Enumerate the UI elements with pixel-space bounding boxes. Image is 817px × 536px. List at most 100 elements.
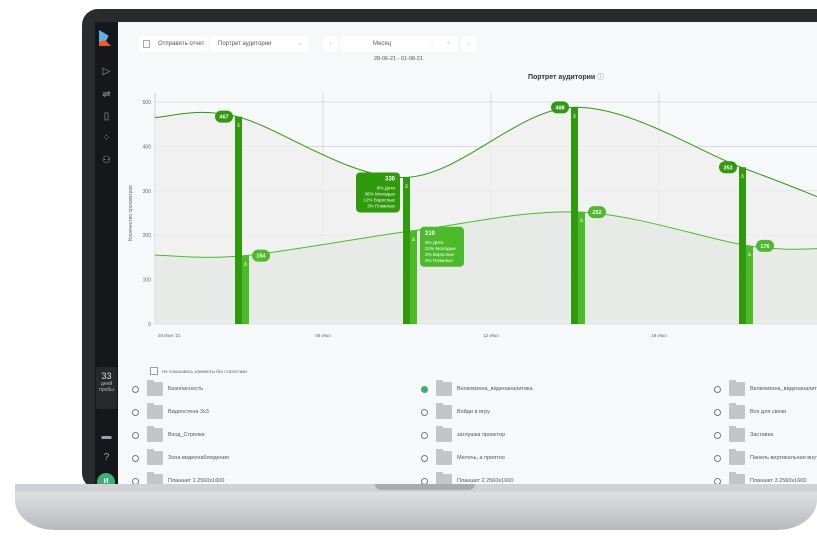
bar	[242, 255, 249, 324]
person-icon: ♙	[243, 262, 247, 268]
value-badge	[588, 206, 606, 219]
document-icon[interactable]: ▯	[103, 111, 110, 122]
folder-icon	[436, 380, 452, 396]
list-item-label: Вход_Стрелки	[168, 432, 205, 438]
list-item-label: Планшет 3 2560х1600	[750, 478, 807, 484]
tooltip-line: 22% Молодые	[425, 246, 456, 251]
minus-icon[interactable]: −	[430, 41, 434, 47]
list-item-label: Велкомзона_видеоаналитика	[457, 386, 533, 392]
value-badge	[215, 110, 233, 123]
value-label: 488	[555, 105, 564, 111]
bar	[578, 212, 585, 324]
tooltip-value: 210	[425, 231, 436, 237]
folder-icon	[147, 449, 163, 465]
bar	[571, 107, 578, 324]
radio-button[interactable]	[714, 385, 721, 393]
tooltip-line: 2% Взрослые	[425, 252, 454, 257]
list-item[interactable]: заглушка проектор	[421, 426, 506, 442]
value-label: 353	[723, 165, 732, 171]
folder-icon	[436, 449, 452, 465]
radio-button[interactable]	[714, 477, 721, 484]
info-icon[interactable]: ⓘ	[597, 74, 605, 81]
loading-icon[interactable]: ⁘	[102, 133, 111, 144]
trial-badge[interactable]: 33 дней пробы	[96, 367, 117, 409]
hide-empty-checkbox[interactable]: Не показывать элементы без статистики	[150, 367, 247, 375]
y-tick-label: 0	[148, 322, 151, 328]
radio-button[interactable]	[421, 477, 428, 484]
bar	[410, 230, 417, 324]
monitor-icon[interactable]: ▬	[101, 431, 112, 442]
main: Отправить отчет Портрет аудитории ⌄ ‹ Мес…	[118, 22, 817, 484]
list-item[interactable]: Планшет 3 2560х1600	[714, 472, 807, 484]
list-item[interactable]: Велкомзона_видеоаналитика	[714, 380, 817, 396]
radio-button[interactable]	[132, 385, 139, 393]
tooltip-line: 3% Пожилые	[367, 203, 395, 208]
radio-button[interactable]	[132, 477, 139, 484]
radio-button[interactable]	[714, 454, 721, 462]
folder-icon	[729, 472, 745, 484]
list-item[interactable]: Все для связи	[714, 403, 787, 419]
date-range: 28-06-21 - 01-08-21	[374, 56, 423, 62]
bar	[235, 116, 242, 324]
value-label: 176	[760, 244, 769, 250]
radio-button[interactable]	[421, 385, 428, 393]
list-item[interactable]: Заставка	[714, 426, 774, 442]
list-item[interactable]: Видеостена 3х3	[132, 403, 209, 419]
report-select[interactable]: Портрет аудитории ⌄	[210, 36, 308, 52]
tooltip-line: 36% Молодые	[364, 191, 395, 196]
radio-button[interactable]	[714, 431, 721, 439]
logo	[99, 30, 111, 46]
list-item[interactable]: Вход_Стрелки	[132, 426, 205, 442]
person-icon: ♙	[404, 183, 408, 189]
folder-icon	[436, 403, 452, 419]
list-item-label: Все для связи	[750, 409, 787, 415]
list-item[interactable]: Велкомзона_видеоаналитика	[421, 380, 533, 396]
list-item-label: Панель вертикальная внутр	[750, 455, 817, 461]
y-axis-label: Количество просмотров	[128, 185, 134, 241]
tooltip-line: 8% Дети	[377, 185, 396, 190]
series-area	[155, 211, 817, 324]
radio-button[interactable]	[421, 431, 428, 439]
list-item[interactable]: Мелочь, а приятно	[421, 449, 505, 465]
play-icon[interactable]: ▷	[102, 66, 111, 77]
list-item[interactable]: Планшет 1 2560х1600	[132, 472, 224, 484]
tooltip-line: 2% Пожилые	[425, 258, 453, 263]
radio-button[interactable]	[132, 431, 139, 439]
period-value: Месяц	[373, 41, 392, 47]
radio-button[interactable]	[714, 408, 721, 416]
prev-period-button[interactable]: ‹	[323, 36, 338, 52]
help-icon[interactable]: ?	[103, 452, 110, 463]
folder-icon	[729, 449, 745, 465]
period-selector[interactable]: Месяц − +	[340, 36, 458, 52]
radio-button[interactable]	[421, 408, 428, 416]
folder-icon	[147, 426, 163, 442]
value-badge	[252, 249, 270, 262]
radio-button[interactable]	[421, 454, 428, 462]
send-report-button[interactable]: Отправить отчет	[138, 36, 208, 52]
list-item-label: заглушка проектор	[457, 432, 506, 438]
user-icon[interactable]: ⚇	[102, 155, 111, 166]
list-item[interactable]: Войди в игру	[421, 403, 490, 419]
radio-button[interactable]	[132, 408, 139, 416]
person-icon: ♙	[411, 237, 415, 243]
chart-title-text: Портрет аудитории	[528, 74, 596, 81]
list-item[interactable]: Планшет 2 2560х1600	[421, 472, 513, 484]
list-item[interactable]: Зона видеонаблюдения	[132, 449, 229, 465]
x-tick-label: 12 Июл	[483, 333, 499, 338]
list-item[interactable]: Безопасность	[132, 380, 203, 396]
filter-icon[interactable]: ⇌	[102, 89, 111, 100]
x-tick-label: 28 Июн '21	[158, 333, 181, 338]
plus-icon[interactable]: +	[446, 41, 450, 47]
avatar[interactable]: И	[97, 473, 115, 484]
list-item[interactable]: Панель вертикальная внутр	[714, 449, 817, 465]
list-item-label: Заставка	[750, 432, 774, 438]
folder-icon	[729, 426, 745, 442]
list-item-label: Мелочь, а приятно	[457, 455, 505, 461]
trial-label: дней пробы	[99, 381, 114, 393]
radio-button[interactable]	[132, 454, 139, 462]
value-badge	[551, 101, 569, 114]
tooltip-line: 12% Взрослые	[363, 197, 395, 202]
next-period-button[interactable]: ›	[461, 36, 476, 52]
checkbox[interactable]	[150, 367, 158, 375]
chart: 0 100 200 300 400 500 28 Июн '21 05 Июл 12 Июл 19…	[128, 93, 817, 338]
